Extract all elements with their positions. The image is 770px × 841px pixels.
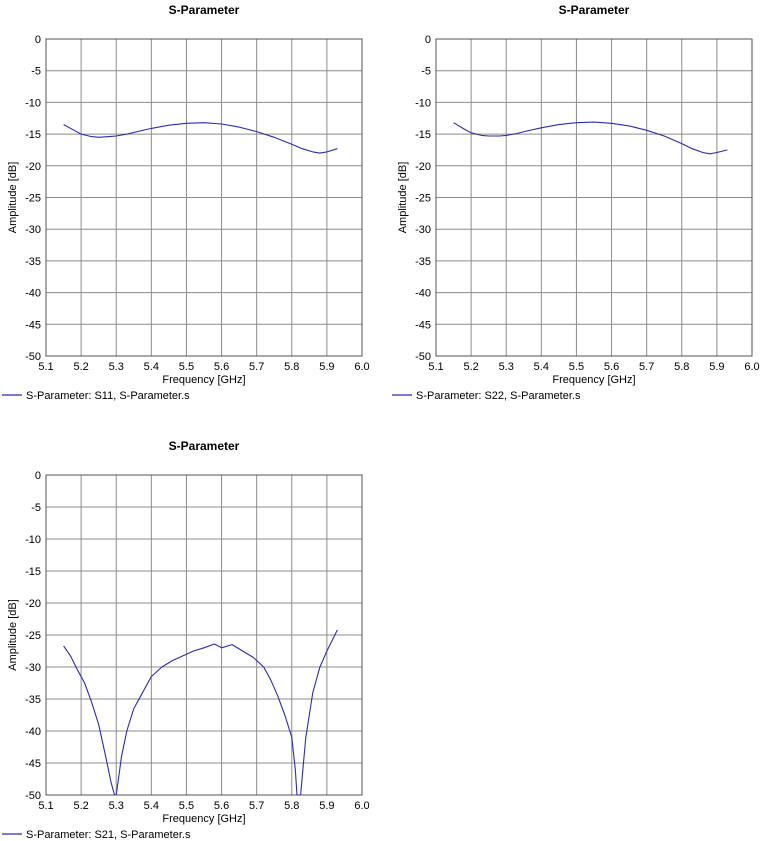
x-tick-label: 5.7 xyxy=(249,361,264,373)
x-tick-label: 5.5 xyxy=(569,361,584,373)
plot-frame xyxy=(45,474,363,796)
x-tick-label: 5.6 xyxy=(214,361,229,373)
x-tick-label: 5.6 xyxy=(604,361,619,373)
x-tick-label: 5.3 xyxy=(109,800,124,812)
y-tick-label: -50 xyxy=(415,351,431,363)
y-tick-label: -35 xyxy=(25,694,41,706)
legend-entry: S-Parameter: S22, S-Parameter.s xyxy=(416,390,581,402)
x-tick-label: 5.5 xyxy=(179,361,194,373)
chart-title: S-Parameter xyxy=(169,3,240,17)
y-tick-label: -30 xyxy=(25,224,41,236)
grid xyxy=(435,38,753,357)
x-tick-label: 5.7 xyxy=(249,800,264,812)
x-tick-label: 5.8 xyxy=(284,800,299,812)
x-tick-label: 5.1 xyxy=(428,361,443,373)
y-tick-label: -25 xyxy=(25,630,41,642)
y-tick-label: -30 xyxy=(415,224,431,236)
x-tick-label: 5.9 xyxy=(319,361,334,373)
y-axis-label: Amplitude [dB] xyxy=(397,162,409,234)
x-tick-label: 6.0 xyxy=(354,800,369,812)
x-tick-label: 5.6 xyxy=(214,800,229,812)
y-axis-label: Amplitude [dB] xyxy=(7,599,19,671)
y-tick-label: -35 xyxy=(415,256,431,268)
y-tick-label: -45 xyxy=(415,319,431,331)
x-tick-label: 6.0 xyxy=(744,361,759,373)
x-tick-label: 5.2 xyxy=(463,361,478,373)
x-tick-label: 5.1 xyxy=(38,800,53,812)
x-tick-label: 5.1 xyxy=(38,361,53,373)
plot-frame xyxy=(435,38,753,357)
chart-1: S-Parameter 5.1 5.2 5.3 5.4 5.5 5.6 5.7 5.8 5.9 6.… xyxy=(2,3,370,402)
x-tick-label: 5.5 xyxy=(179,800,194,812)
y-tick-label: -30 xyxy=(25,662,41,674)
y-tick-label: 0 xyxy=(425,34,431,46)
x-tick-label: 5.9 xyxy=(709,361,724,373)
x-axis-label: Frequency [GHz] xyxy=(162,374,245,386)
y-tick-label: -25 xyxy=(415,193,431,205)
x-tick-label: 5.2 xyxy=(73,361,88,373)
y-tick-label: -10 xyxy=(25,534,41,546)
y-tick-label: -45 xyxy=(25,319,41,331)
chart-title: S-Parameter xyxy=(559,3,630,17)
y-tick-label: -40 xyxy=(25,288,41,300)
y-tick-label: -5 xyxy=(421,66,431,78)
y-tick-label: 0 xyxy=(35,34,41,46)
y-tick-label: -45 xyxy=(25,758,41,770)
y-tick-label: -5 xyxy=(31,502,41,514)
x-tick-label: 5.4 xyxy=(534,361,549,373)
y-tick-label: -10 xyxy=(415,97,431,109)
x-tick-label: 5.8 xyxy=(284,361,299,373)
chart-2: S-Parameter 5.1 5.2 5.3 5.4 5.5 5.6 5.7 5.8 5.9 6.… xyxy=(392,3,760,402)
y-tick-label: -15 xyxy=(415,129,431,141)
y-tick-label: -15 xyxy=(25,129,41,141)
y-tick-label: -35 xyxy=(25,256,41,268)
x-tick-label: 5.4 xyxy=(144,800,159,812)
y-axis-label: Amplitude [dB] xyxy=(7,162,19,234)
series-line xyxy=(453,121,728,155)
plot-frame xyxy=(45,38,363,357)
y-tick-label: -25 xyxy=(25,193,41,205)
x-tick-label: 5.8 xyxy=(674,361,689,373)
series-line xyxy=(63,629,338,796)
x-axis-label: Frequency [GHz] xyxy=(162,813,245,825)
x-tick-label: 5.3 xyxy=(499,361,514,373)
legend-entry: S-Parameter: S11, S-Parameter.s xyxy=(26,390,190,402)
x-tick-label: 5.2 xyxy=(73,800,88,812)
x-tick-label: 5.9 xyxy=(319,800,334,812)
y-tick-label: -10 xyxy=(25,97,41,109)
y-tick-label: -15 xyxy=(25,566,41,578)
chart-3: S-Parameter 5.1 5.2 5.3 5.4 5.5 5.6 5.7 5.8 5.9 6.… xyxy=(2,439,370,841)
series-line xyxy=(63,122,338,154)
y-tick-label: -20 xyxy=(25,161,41,173)
x-tick-label: 5.3 xyxy=(109,361,124,373)
y-tick-label: -5 xyxy=(31,66,41,78)
x-tick-label: 6.0 xyxy=(354,361,369,373)
y-tick-label: -40 xyxy=(415,288,431,300)
y-tick-label: -20 xyxy=(25,598,41,610)
y-tick-label: -20 xyxy=(415,161,431,173)
y-tick-label: -40 xyxy=(25,726,41,738)
chart-title: S-Parameter xyxy=(169,439,240,453)
legend-entry: S-Parameter: S21, S-Parameter.s xyxy=(26,829,191,841)
x-axis-label: Frequency [GHz] xyxy=(552,374,635,386)
grid xyxy=(45,474,363,796)
y-tick-label: -50 xyxy=(25,351,41,363)
y-tick-label: 0 xyxy=(35,470,41,482)
grid xyxy=(45,38,363,357)
x-tick-label: 5.4 xyxy=(144,361,159,373)
y-tick-label: -50 xyxy=(25,790,41,802)
x-tick-label: 5.7 xyxy=(639,361,654,373)
